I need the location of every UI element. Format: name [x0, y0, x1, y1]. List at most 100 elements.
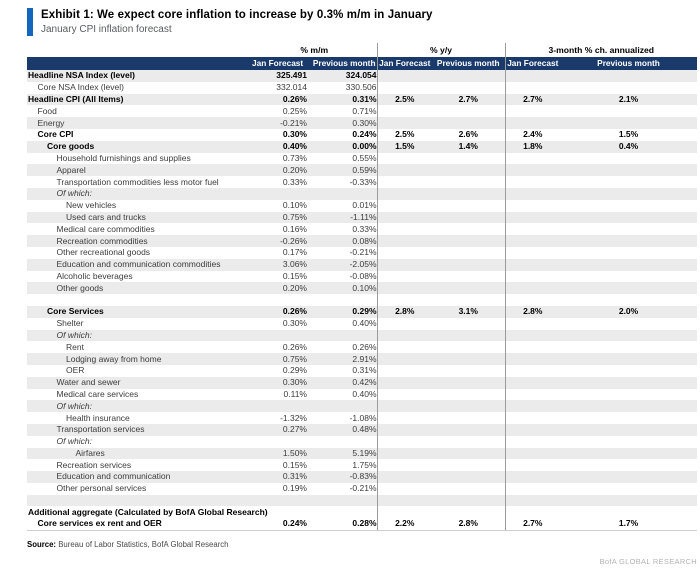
cell-value: -1.11% — [307, 211, 378, 224]
cell-value — [504, 447, 561, 460]
table-row: Used cars and trucks 0.75% -1.11% — [27, 211, 698, 224]
cell-value — [560, 105, 697, 117]
group-header-cell: % y/y — [376, 43, 506, 57]
table-row: Lodging away from home 0.75% 2.91% — [27, 353, 698, 365]
cell-value — [504, 223, 561, 236]
cell-value — [432, 447, 506, 460]
cell-value — [432, 164, 506, 177]
cell-value — [560, 187, 698, 200]
column-header-row: Jan Forecast Previous month Jan Forecast Pr… — [27, 57, 698, 70]
cell-value: 0.71% — [352, 105, 377, 116]
column-header-spacer — [27, 57, 252, 70]
cell-value — [307, 494, 378, 507]
cell-value: 2.7% — [504, 93, 561, 106]
row-label: Shelter — [56, 318, 84, 329]
cell-value: 0.15% — [282, 459, 307, 470]
table-row: Core services ex rent and OER 0.24% 0.28% 2… — [27, 518, 698, 531]
group-header-row: % m/m% y/y 3-month % ch. annualized — [27, 43, 698, 57]
cell-value — [376, 176, 433, 188]
cell-value — [504, 176, 561, 188]
cell-value — [504, 294, 561, 306]
cell-value: 2.5% — [376, 93, 433, 106]
cell-value — [432, 412, 505, 424]
cell-value — [432, 471, 506, 483]
cell-value — [432, 200, 505, 212]
table-row: Other personal services 0.19% -0.21% — [27, 482, 697, 495]
table-row: Core Services 0.26% 0.29% 2.8% 3.1% 2.8% 2.0% — [27, 305, 698, 318]
cell-value — [432, 389, 505, 401]
cell-value — [504, 282, 561, 295]
cell-value — [560, 341, 697, 353]
table-row: Additional aggregate (Calculated by BofA… — [27, 506, 697, 519]
column-header-cell: Jan Forecast — [252, 57, 307, 70]
cell-value: 0.08% — [307, 235, 378, 247]
cell-value — [376, 282, 433, 295]
cell-value: 1.7% — [560, 518, 698, 531]
cell-value: 0.42% — [307, 376, 378, 389]
row-label: Other recreational goods — [56, 247, 151, 258]
row-label: Core NSA Index (level) — [37, 82, 124, 93]
table-row: Other goods 0.20% 0.10% — [27, 282, 698, 295]
row-label: Of which: — [27, 329, 252, 342]
cell-value: 0.30% — [307, 117, 378, 129]
group-header-cell: 3-month % ch. annualized — [504, 43, 698, 57]
cell-value — [432, 329, 506, 342]
cell-value: -0.83% — [307, 471, 378, 483]
cell-value: 0.29% — [307, 305, 378, 318]
cell-value — [560, 235, 698, 247]
cell-value — [432, 117, 506, 129]
row-label — [27, 294, 252, 306]
cell-value: 1.5% — [618, 129, 639, 140]
table-row: Of which: — [27, 400, 698, 413]
cell-value — [560, 389, 697, 401]
table-row: OER 0.29% 0.31% — [27, 364, 697, 377]
row-label: Of which: — [56, 436, 92, 447]
table-row: Airfares 1.50% 5.19% — [27, 447, 698, 460]
exhibit-header: Exhibit 1: We expect core inflation to i… — [27, 8, 700, 36]
cell-value — [560, 117, 698, 129]
cell-value — [307, 187, 378, 200]
cell-value — [432, 365, 505, 377]
cell-value: 2.7% — [504, 518, 561, 531]
cell-value — [432, 258, 506, 271]
cell-value — [376, 447, 433, 460]
cell-value: 2.6% — [458, 129, 478, 140]
cell-value — [432, 423, 506, 436]
table-head: % m/m% y/y 3-month % ch. annualized Jan Fo… — [27, 43, 698, 70]
cell-value — [560, 329, 698, 342]
table-row: New vehicles 0.10% 0.01% — [27, 199, 697, 212]
row-label: Headline NSA Index (level) — [27, 70, 252, 82]
row-label: Of which: — [27, 400, 252, 413]
cell-value — [376, 223, 433, 236]
cell-value: 0.40% — [352, 388, 377, 399]
cell-value: 0.11% — [283, 388, 307, 399]
cell-value — [376, 506, 433, 519]
cell-value: -0.21% — [252, 117, 307, 129]
cell-value — [560, 294, 697, 306]
cell-value: 0.40% — [252, 140, 307, 153]
cell-value — [432, 483, 505, 495]
cell-value: 3.1% — [432, 305, 506, 318]
table-row: Education and communication commodities 3… — [27, 258, 698, 271]
footer-brand: BofA GLOBAL RESEARCH — [599, 557, 697, 566]
cell-value: 0.30% — [282, 318, 307, 329]
cell-value — [432, 341, 505, 353]
cell-value — [560, 223, 697, 235]
cell-value — [252, 187, 307, 200]
cell-value — [376, 152, 433, 165]
cell-value — [504, 211, 561, 224]
cell-value — [376, 117, 433, 129]
cell-value: 1.5% — [376, 140, 433, 153]
cell-value — [504, 376, 561, 389]
row-label: Medical care commodities — [56, 223, 155, 234]
row-label: Lodging away from home — [27, 353, 252, 365]
cell-value — [376, 412, 433, 424]
cell-value — [432, 494, 506, 507]
group-header-spacer — [27, 43, 252, 57]
cell-value — [376, 235, 433, 247]
cell-value: 0.10% — [282, 200, 307, 211]
table-row: Transportation commodities less motor fu… — [27, 176, 697, 188]
cell-value — [504, 164, 561, 177]
cell-value: 0.15% — [282, 270, 307, 281]
cell-value — [560, 436, 697, 448]
